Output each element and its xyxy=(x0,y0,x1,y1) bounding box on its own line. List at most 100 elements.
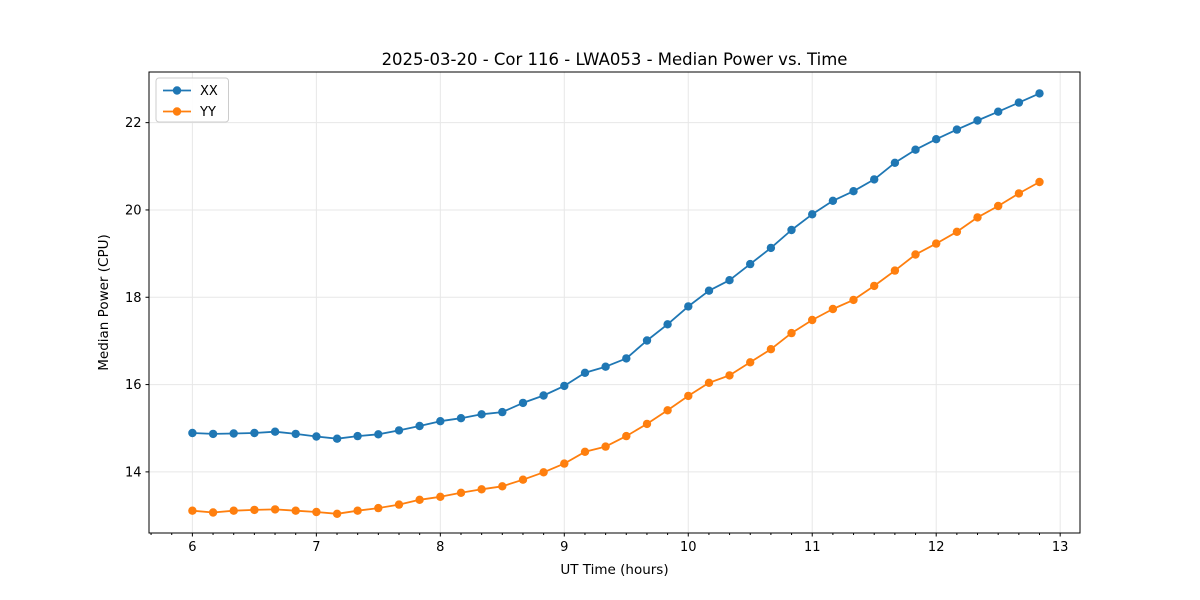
data-point-XX xyxy=(642,336,652,345)
data-point-XX xyxy=(436,417,445,426)
legend-label-YY: YY xyxy=(199,105,216,120)
data-point-XX xyxy=(229,429,238,438)
data-point-YY xyxy=(828,304,838,314)
data-point-YY xyxy=(994,201,1003,211)
data-point-XX xyxy=(601,362,610,371)
data-point-XX xyxy=(704,286,714,295)
x-axis-label: UT Time (hours) xyxy=(560,562,668,578)
data-point-YY xyxy=(436,492,445,501)
data-point-YY xyxy=(518,475,528,484)
x-tick-label: 9 xyxy=(560,540,568,555)
data-point-YY xyxy=(601,442,610,451)
grid-layer xyxy=(149,72,1080,533)
series-layer xyxy=(188,89,1044,518)
legend-label-XX: XX xyxy=(200,84,218,99)
x-tick-label: 11 xyxy=(804,540,821,555)
data-point-YY xyxy=(229,506,238,515)
data-point-XX xyxy=(374,430,383,439)
data-point-YY xyxy=(725,371,734,380)
data-point-YY xyxy=(270,505,280,514)
data-point-YY xyxy=(291,506,300,515)
data-point-XX xyxy=(766,243,776,253)
data-point-XX xyxy=(684,302,693,311)
data-point-XX xyxy=(394,426,404,435)
data-point-YY xyxy=(808,315,817,325)
data-point-XX xyxy=(828,196,838,205)
data-point-XX xyxy=(332,434,342,443)
data-point-XX xyxy=(291,429,300,439)
x-tick-label: 7 xyxy=(312,540,320,555)
data-point-XX xyxy=(353,431,362,441)
data-point-XX xyxy=(787,225,796,235)
legend-marker xyxy=(172,107,182,116)
plot-frame xyxy=(148,71,1081,534)
data-point-YY xyxy=(560,459,569,468)
data-point-XX xyxy=(1035,89,1044,98)
data-point-XX xyxy=(1014,98,1024,107)
data-point-YY xyxy=(787,328,796,338)
data-point-YY xyxy=(498,482,507,491)
legend: XX YY xyxy=(155,77,229,123)
data-point-XX xyxy=(560,381,569,391)
data-point-XX xyxy=(911,145,920,154)
data-point-XX xyxy=(870,175,879,184)
data-point-XX xyxy=(890,158,900,167)
data-point-XX xyxy=(415,421,424,431)
data-point-XX xyxy=(994,107,1003,116)
data-point-YY xyxy=(663,406,672,415)
data-point-XX xyxy=(580,368,590,377)
data-point-XX xyxy=(312,432,321,441)
data-point-YY xyxy=(415,495,424,504)
data-point-XX xyxy=(477,410,486,419)
data-point-YY xyxy=(911,250,920,259)
data-point-YY xyxy=(477,485,486,494)
y-tick-label: 18 xyxy=(125,291,142,306)
data-point-XX xyxy=(808,210,817,219)
y-tick-label: 14 xyxy=(125,465,142,480)
data-point-XX xyxy=(498,407,507,417)
data-point-YY xyxy=(353,506,362,515)
data-point-YY xyxy=(580,447,590,456)
data-point-YY xyxy=(766,345,776,354)
data-point-YY xyxy=(1014,189,1024,198)
data-point-YY xyxy=(704,378,714,387)
data-point-YY xyxy=(208,508,218,517)
data-point-YY xyxy=(890,266,900,275)
data-point-YY xyxy=(746,358,755,367)
x-tick-label: 12 xyxy=(928,540,945,555)
data-point-XX xyxy=(208,429,218,439)
data-point-XX xyxy=(622,354,631,363)
data-point-YY xyxy=(188,506,197,515)
data-point-YY xyxy=(849,295,858,305)
x-tick-label: 8 xyxy=(436,540,444,555)
data-point-XX xyxy=(663,320,672,329)
data-point-YY xyxy=(332,509,342,518)
series-line-YY xyxy=(191,181,1041,515)
data-point-YY xyxy=(684,391,693,401)
series-line-XX xyxy=(191,92,1041,440)
data-point-XX xyxy=(849,187,858,196)
y-tick-label: 20 xyxy=(125,203,142,218)
data-point-XX xyxy=(973,116,982,125)
data-point-XX xyxy=(518,398,528,408)
data-point-XX xyxy=(725,276,734,285)
data-point-XX xyxy=(270,427,280,436)
data-point-YY xyxy=(374,503,383,513)
data-point-YY xyxy=(1035,177,1044,187)
chart-title: 2025-03-20 - Cor 116 - LWA053 - Median P… xyxy=(382,50,848,69)
data-point-YY xyxy=(973,213,982,222)
data-point-YY xyxy=(642,419,652,429)
data-point-XX xyxy=(952,125,962,134)
data-point-YY xyxy=(250,505,259,515)
y-axis-label: Median Power (CPU) xyxy=(96,234,112,370)
legend-marker xyxy=(172,86,182,95)
data-point-XX xyxy=(250,428,259,438)
data-point-YY xyxy=(539,468,548,477)
data-point-YY xyxy=(870,281,879,291)
data-point-XX xyxy=(539,391,548,400)
x-tick-label: 6 xyxy=(188,540,196,555)
data-point-YY xyxy=(394,500,404,509)
y-tick-label: 16 xyxy=(125,378,142,393)
